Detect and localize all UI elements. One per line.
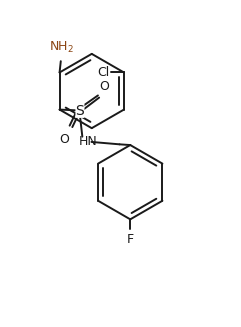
Text: HN: HN xyxy=(79,135,98,148)
Text: O: O xyxy=(99,80,109,93)
Text: Cl: Cl xyxy=(97,66,109,79)
Text: O: O xyxy=(59,133,69,146)
Text: S: S xyxy=(76,104,84,118)
Text: F: F xyxy=(127,232,134,246)
Text: NH$_2$: NH$_2$ xyxy=(49,40,74,55)
